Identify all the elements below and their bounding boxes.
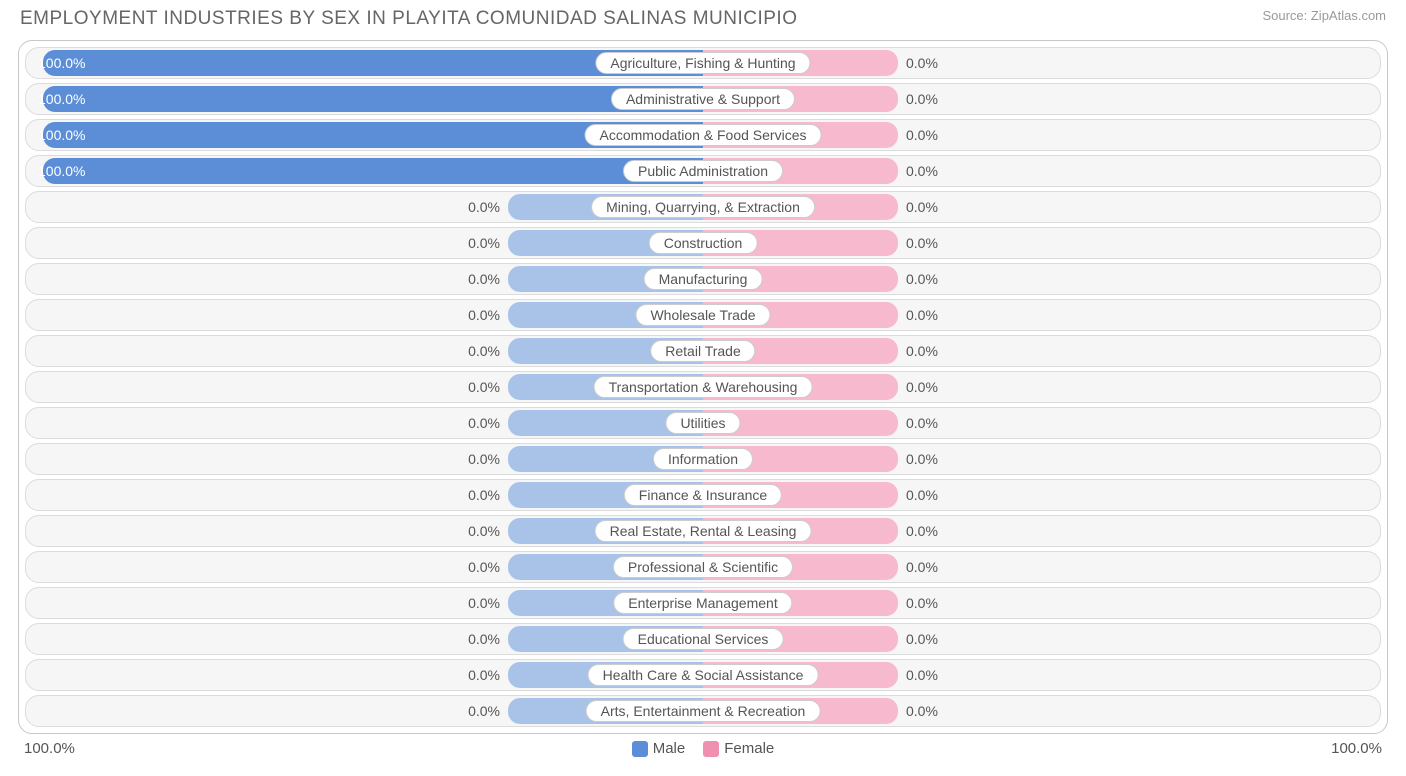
chart-row: 0.0% 0.0% Enterprise Management: [25, 587, 1381, 619]
axis-left-label: 100.0%: [24, 740, 75, 757]
male-value: 0.0%: [468, 343, 500, 359]
male-value: 100.0%: [38, 91, 85, 107]
male-bar: [43, 86, 703, 112]
row-label: Professional & Scientific: [613, 556, 793, 578]
female-value: 0.0%: [906, 703, 938, 719]
row-label: Finance & Insurance: [624, 484, 782, 506]
female-swatch-icon: [703, 741, 719, 757]
female-value: 0.0%: [906, 487, 938, 503]
male-value: 0.0%: [468, 703, 500, 719]
male-value: 0.0%: [468, 487, 500, 503]
row-label: Utilities: [665, 412, 740, 434]
female-value: 0.0%: [906, 271, 938, 287]
chart-row: 0.0% 0.0% Utilities: [25, 407, 1381, 439]
legend-female-label: Female: [724, 740, 774, 757]
chart-row: 0.0% 0.0% Real Estate, Rental & Leasing: [25, 515, 1381, 547]
male-value: 0.0%: [468, 631, 500, 647]
chart-row: 0.0% 0.0% Wholesale Trade: [25, 299, 1381, 331]
chart-row: 0.0% 0.0% Transportation & Warehousing: [25, 371, 1381, 403]
row-label: Construction: [649, 232, 758, 254]
legend-female: Female: [703, 740, 774, 757]
chart-row: 0.0% 0.0% Construction: [25, 227, 1381, 259]
female-value: 0.0%: [906, 559, 938, 575]
female-value: 0.0%: [906, 307, 938, 323]
female-value: 0.0%: [906, 595, 938, 611]
male-value: 100.0%: [38, 163, 85, 179]
female-value: 0.0%: [906, 91, 938, 107]
row-label: Administrative & Support: [611, 88, 795, 110]
legend-male-label: Male: [653, 740, 686, 757]
footer: 100.0% Male Female 100.0%: [0, 734, 1406, 761]
female-value: 0.0%: [906, 451, 938, 467]
male-value: 0.0%: [468, 523, 500, 539]
source-label: Source: ZipAtlas.com: [1262, 8, 1386, 23]
female-value: 0.0%: [906, 631, 938, 647]
female-value: 0.0%: [906, 343, 938, 359]
axis-right-label: 100.0%: [1331, 740, 1382, 757]
chart-row: 0.0% 0.0% Mining, Quarrying, & Extraction: [25, 191, 1381, 223]
male-value: 0.0%: [468, 451, 500, 467]
row-label: Information: [653, 448, 753, 470]
male-value: 0.0%: [468, 307, 500, 323]
row-label: Enterprise Management: [613, 592, 792, 614]
male-value: 100.0%: [38, 127, 85, 143]
female-value: 0.0%: [906, 415, 938, 431]
male-value: 100.0%: [38, 55, 85, 71]
chart-row: 0.0% 0.0% Health Care & Social Assistance: [25, 659, 1381, 691]
row-label: Real Estate, Rental & Leasing: [595, 520, 812, 542]
chart-row: 0.0% 0.0% Educational Services: [25, 623, 1381, 655]
row-label: Manufacturing: [644, 268, 763, 290]
row-label: Health Care & Social Assistance: [588, 664, 819, 686]
male-value: 0.0%: [468, 595, 500, 611]
chart-row: 100.0% 0.0% Administrative & Support: [25, 83, 1381, 115]
row-label: Arts, Entertainment & Recreation: [586, 700, 821, 722]
chart-row: 0.0% 0.0% Arts, Entertainment & Recreation: [25, 695, 1381, 727]
male-value: 0.0%: [468, 235, 500, 251]
chart-row: 100.0% 0.0% Public Administration: [25, 155, 1381, 187]
male-value: 0.0%: [468, 199, 500, 215]
female-value: 0.0%: [906, 235, 938, 251]
row-label: Wholesale Trade: [635, 304, 770, 326]
chart-row: 0.0% 0.0% Retail Trade: [25, 335, 1381, 367]
female-value: 0.0%: [906, 127, 938, 143]
chart-row: 0.0% 0.0% Professional & Scientific: [25, 551, 1381, 583]
chart-row: 0.0% 0.0% Finance & Insurance: [25, 479, 1381, 511]
chart-area: 100.0% 0.0% Agriculture, Fishing & Hunting…: [18, 40, 1388, 734]
row-label: Mining, Quarrying, & Extraction: [591, 196, 815, 218]
male-value: 0.0%: [468, 415, 500, 431]
male-value: 0.0%: [468, 559, 500, 575]
header: EMPLOYMENT INDUSTRIES BY SEX IN PLAYITA …: [0, 0, 1406, 34]
female-value: 0.0%: [906, 163, 938, 179]
male-value: 0.0%: [468, 271, 500, 287]
row-label: Retail Trade: [650, 340, 755, 362]
female-value: 0.0%: [906, 523, 938, 539]
female-value: 0.0%: [906, 55, 938, 71]
female-value: 0.0%: [906, 667, 938, 683]
row-label: Agriculture, Fishing & Hunting: [595, 52, 810, 74]
chart-row: 0.0% 0.0% Manufacturing: [25, 263, 1381, 295]
male-value: 0.0%: [468, 379, 500, 395]
row-label: Educational Services: [623, 628, 784, 650]
female-value: 0.0%: [906, 379, 938, 395]
chart-title: EMPLOYMENT INDUSTRIES BY SEX IN PLAYITA …: [20, 8, 797, 30]
row-label: Transportation & Warehousing: [594, 376, 813, 398]
row-label: Public Administration: [623, 160, 783, 182]
chart-row: 0.0% 0.0% Information: [25, 443, 1381, 475]
legend: Male Female: [632, 740, 775, 757]
chart-row: 100.0% 0.0% Agriculture, Fishing & Hunting: [25, 47, 1381, 79]
male-swatch-icon: [632, 741, 648, 757]
female-value: 0.0%: [906, 199, 938, 215]
male-value: 0.0%: [468, 667, 500, 683]
male-bar: [43, 158, 703, 184]
legend-male: Male: [632, 740, 686, 757]
chart-row: 100.0% 0.0% Accommodation & Food Services: [25, 119, 1381, 151]
row-label: Accommodation & Food Services: [585, 124, 822, 146]
